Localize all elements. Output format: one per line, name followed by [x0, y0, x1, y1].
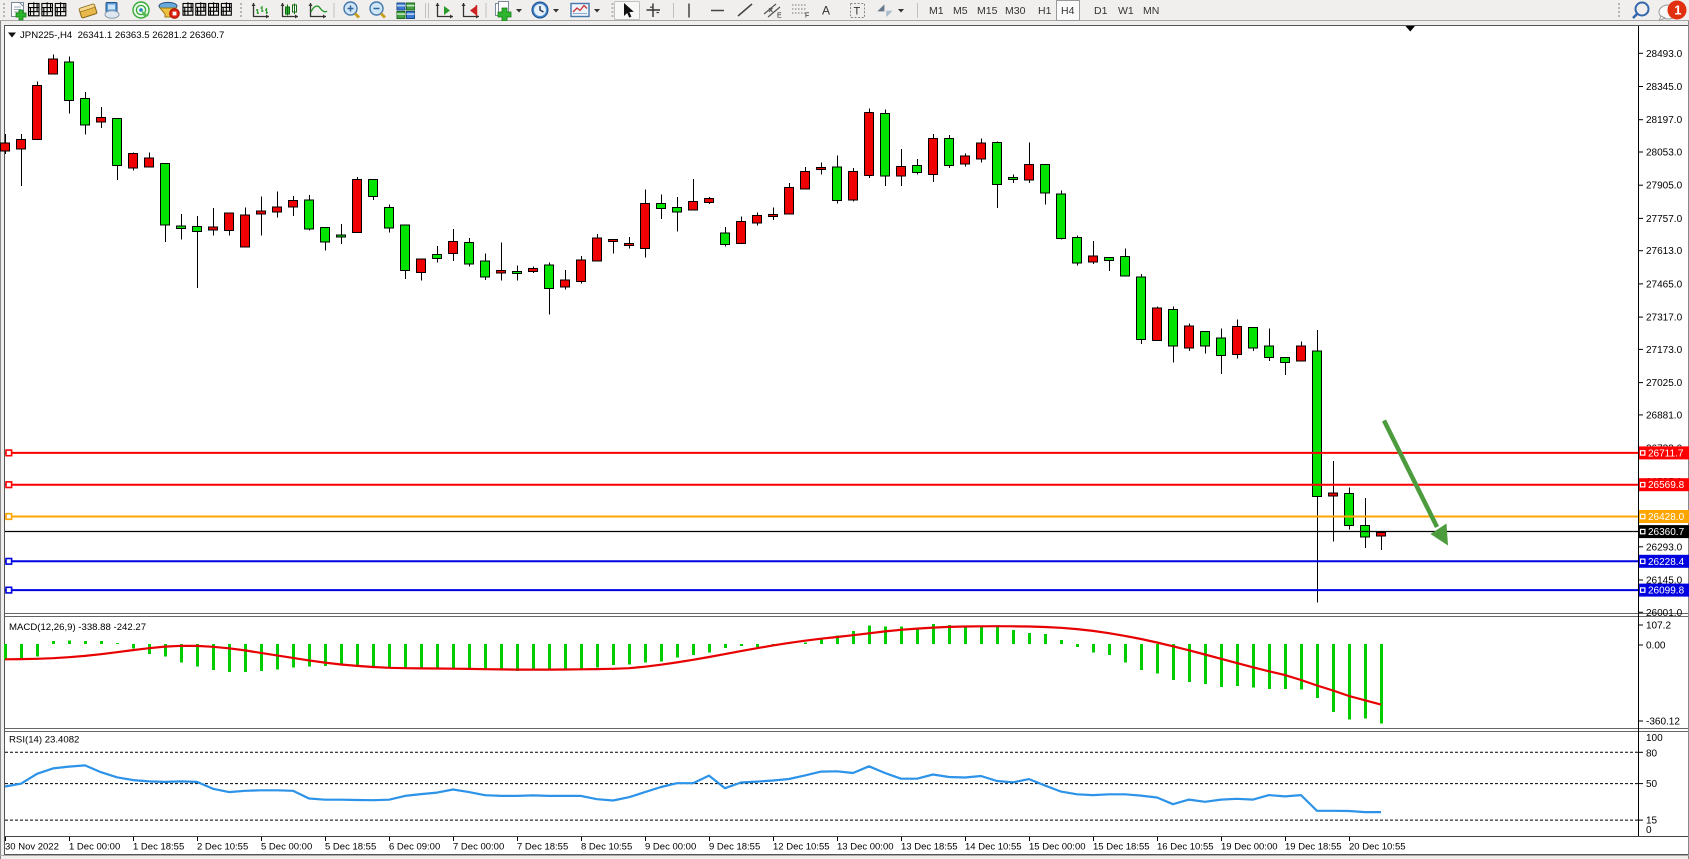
svg-text:6 Dec 09:00: 6 Dec 09:00 [389, 842, 440, 853]
svg-text:27757.0: 27757.0 [1646, 214, 1683, 225]
svg-text:14 Dec 10:55: 14 Dec 10:55 [965, 842, 1022, 853]
svg-text:100: 100 [1646, 733, 1663, 744]
svg-text:28197.0: 28197.0 [1646, 115, 1683, 126]
svg-text:M30: M30 [1005, 5, 1026, 17]
svg-text:26001.0: 26001.0 [1646, 608, 1683, 619]
svg-text:W1: W1 [1118, 5, 1134, 17]
svg-text:9 Dec 18:55: 9 Dec 18:55 [709, 842, 760, 853]
svg-text:MN: MN [1143, 5, 1159, 17]
svg-text:1: 1 [1674, 3, 1681, 18]
svg-text:7 Dec 00:00: 7 Dec 00:00 [453, 842, 504, 853]
svg-text:5 Dec 00:00: 5 Dec 00:00 [261, 842, 312, 853]
svg-text:26228.4: 26228.4 [1648, 557, 1685, 568]
svg-text:26145.0: 26145.0 [1646, 576, 1683, 587]
svg-text:28345.0: 28345.0 [1646, 82, 1683, 93]
svg-text:H1: H1 [1038, 5, 1052, 17]
svg-text:A: A [822, 4, 830, 18]
svg-text:27025.0: 27025.0 [1646, 378, 1683, 389]
svg-text:80: 80 [1646, 748, 1658, 759]
svg-text:2 Dec 10:55: 2 Dec 10:55 [197, 842, 248, 853]
svg-text:5 Dec 18:55: 5 Dec 18:55 [325, 842, 376, 853]
svg-text:M5: M5 [953, 5, 968, 17]
svg-text:19 Dec 00:00: 19 Dec 00:00 [1221, 842, 1278, 853]
svg-text:JPN225-,H4 26341.1 26363.5 26: JPN225-,H4 26341.1 26363.5 26281.2 26360… [20, 30, 224, 41]
svg-text:26881.0: 26881.0 [1646, 410, 1683, 421]
svg-text:26293.0: 26293.0 [1646, 542, 1683, 553]
svg-text:15 Dec 00:00: 15 Dec 00:00 [1029, 842, 1086, 853]
svg-text:19 Dec 18:55: 19 Dec 18:55 [1285, 842, 1342, 853]
svg-text:27905.0: 27905.0 [1646, 181, 1683, 192]
svg-text:D1: D1 [1094, 5, 1108, 17]
svg-text:26428.0: 26428.0 [1648, 512, 1685, 523]
svg-text:27317.0: 27317.0 [1646, 313, 1683, 324]
svg-text:16 Dec 10:55: 16 Dec 10:55 [1157, 842, 1214, 853]
svg-text:0: 0 [1646, 825, 1652, 836]
svg-text:13 Dec 00:00: 13 Dec 00:00 [837, 842, 894, 853]
svg-text:M1: M1 [929, 5, 944, 17]
svg-text:E: E [777, 13, 782, 20]
svg-text:13 Dec 18:55: 13 Dec 18:55 [901, 842, 958, 853]
svg-text:26569.8: 26569.8 [1648, 480, 1685, 491]
svg-text:27613.0: 27613.0 [1646, 246, 1683, 257]
svg-text:MACD(12,26,9) -338.88 -242.27: MACD(12,26,9) -338.88 -242.27 [9, 622, 146, 633]
svg-text:26711.7: 26711.7 [1648, 448, 1684, 459]
svg-text:12 Dec 10:55: 12 Dec 10:55 [773, 842, 830, 853]
svg-text:28053.0: 28053.0 [1646, 148, 1683, 159]
svg-text:1 Dec 18:55: 1 Dec 18:55 [133, 842, 184, 853]
svg-text:27465.0: 27465.0 [1646, 279, 1683, 290]
svg-text:8 Dec 10:55: 8 Dec 10:55 [581, 842, 632, 853]
svg-text:28493.0: 28493.0 [1646, 49, 1683, 60]
svg-text:20 Dec 10:55: 20 Dec 10:55 [1349, 842, 1406, 853]
svg-text:1 Dec 00:00: 1 Dec 00:00 [69, 842, 120, 853]
svg-text:T: T [854, 6, 861, 18]
svg-text:26360.7: 26360.7 [1648, 527, 1685, 538]
svg-text:27173.0: 27173.0 [1646, 345, 1683, 356]
svg-text:M15: M15 [977, 5, 998, 17]
svg-text:107.2: 107.2 [1646, 621, 1671, 632]
svg-text:9 Dec 00:00: 9 Dec 00:00 [645, 842, 696, 853]
svg-text:26099.8: 26099.8 [1648, 586, 1685, 597]
svg-text:15 Dec 18:55: 15 Dec 18:55 [1093, 842, 1150, 853]
svg-text:15: 15 [1646, 815, 1658, 826]
svg-text:RSI(14) 23.4082: RSI(14) 23.4082 [9, 735, 79, 746]
svg-text:F: F [805, 13, 809, 20]
svg-text:7 Dec 18:55: 7 Dec 18:55 [517, 842, 568, 853]
svg-text:50: 50 [1646, 779, 1658, 790]
svg-text:-360.12: -360.12 [1646, 717, 1680, 728]
svg-text:H4: H4 [1061, 5, 1075, 17]
svg-text:30 Nov 2022: 30 Nov 2022 [5, 842, 59, 853]
svg-text:0.00: 0.00 [1646, 641, 1666, 652]
